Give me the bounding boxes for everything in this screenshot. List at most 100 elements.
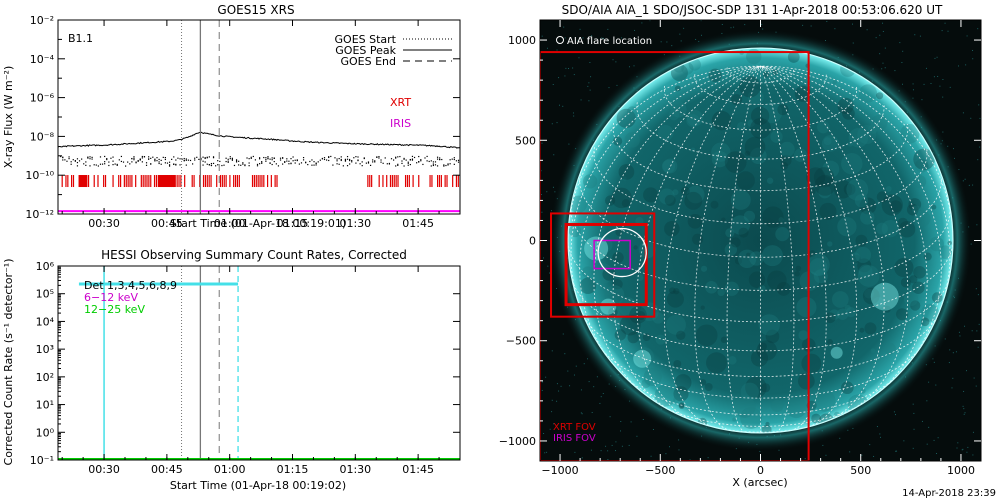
aia-flare-location-circle	[597, 227, 647, 278]
aia-background-speckle	[952, 352, 954, 354]
hessi-title: HESSI Observing Summary Count Rates, Cor…	[101, 248, 407, 262]
aia-disk-feature	[658, 188, 675, 205]
aia-background-speckle	[556, 383, 558, 385]
aia-disk-feature	[736, 171, 755, 190]
aia-background-speckle	[902, 50, 904, 52]
goes-short-flux-point	[81, 158, 83, 160]
goes-short-flux-point	[118, 159, 120, 161]
aia-disk-feature	[699, 379, 707, 386]
goes-short-flux-point	[407, 164, 409, 166]
goes-short-flux-point	[158, 158, 160, 161]
aia-background-speckle	[949, 86, 951, 88]
goes-short-flux-point	[212, 162, 215, 165]
goes-short-flux-point	[70, 161, 72, 163]
aia-background-speckle	[541, 142, 543, 144]
goes-short-flux-point	[185, 158, 187, 160]
aia-background-speckle	[942, 79, 944, 81]
aia-background-speckle	[562, 105, 564, 107]
aia-disk-feature	[744, 150, 751, 157]
goes-short-flux-point	[294, 159, 296, 161]
aia-disk-feature	[779, 141, 795, 157]
aia-background-speckle	[866, 29, 868, 31]
aia-background-speckle	[614, 450, 616, 452]
aia-disk-feature	[680, 186, 690, 196]
goes-short-flux-point	[206, 157, 208, 159]
goes-short-flux-point	[432, 161, 434, 163]
aia-background-speckle	[935, 384, 937, 386]
aia-background-speckle	[679, 33, 681, 35]
goes-short-flux-point	[441, 158, 443, 161]
aia-disk-feature	[862, 287, 880, 305]
aia-disk-feature	[761, 245, 783, 267]
aia-fov-legend: XRT FOV IRIS FOV	[553, 422, 596, 444]
aia-grid-parallel	[657, 402, 863, 427]
aia-background-speckle	[540, 170, 542, 172]
goes-short-flux-point	[390, 158, 393, 160]
goes-short-flux-point	[411, 159, 414, 161]
goes-short-flux-point	[286, 158, 288, 160]
goes-short-flux-point	[244, 164, 246, 167]
goes-short-flux-point	[424, 157, 426, 159]
goes-short-flux-point	[194, 157, 196, 159]
aia-background-speckle	[649, 20, 651, 22]
goes-y-tick-label: 10⁻¹⁰	[25, 169, 54, 182]
aia-background-speckle	[962, 112, 964, 114]
goes-short-flux-point	[104, 161, 106, 163]
aia-background-speckle	[972, 431, 974, 433]
aia-disk-feature	[673, 396, 681, 404]
aia-grid-meridian	[760, 65, 942, 366]
aia-background-speckle	[549, 272, 551, 274]
goes-short-flux-point	[64, 159, 66, 161]
goes-long-flux-line	[57, 131, 461, 149]
aia-disk-feature	[876, 92, 884, 100]
aia-background-speckle	[574, 451, 576, 453]
goes-short-flux-point	[120, 155, 123, 158]
aia-disk-feature	[796, 297, 817, 318]
goes-short-flux-point	[137, 160, 139, 162]
goes-short-flux-point	[449, 163, 451, 165]
goes-short-flux-point	[430, 160, 432, 162]
goes-short-flux-point	[192, 163, 194, 165]
goes-x-tick-label: 00:45	[151, 217, 183, 230]
goes-short-flux-point	[397, 156, 399, 158]
goes-short-flux-point	[386, 163, 388, 165]
aia-background-speckle	[912, 447, 914, 449]
aia-background-speckle	[976, 330, 978, 332]
goes-short-flux-point	[137, 159, 139, 162]
goes-short-flux-point	[453, 157, 455, 159]
aia-background-speckle	[964, 325, 966, 327]
goes-short-flux-point	[277, 165, 280, 167]
aia-disk-feature	[848, 141, 853, 147]
goes-short-flux-point	[346, 165, 349, 167]
aia-background-speckle	[963, 408, 965, 410]
aia-disk-feature	[844, 304, 851, 312]
goes-short-flux-point	[210, 162, 213, 165]
goes-short-flux-point	[298, 163, 300, 165]
aia-background-speckle	[628, 444, 630, 446]
aia-disk-feature	[655, 334, 666, 345]
goes-short-flux-point	[238, 160, 240, 162]
aia-x-axis-label: X (arcsec)	[732, 476, 787, 489]
aia-background-speckle	[930, 82, 932, 84]
aia-background-speckle	[605, 445, 607, 447]
legend-goes-end: GOES End	[340, 55, 396, 68]
aia-background-speckle	[556, 122, 558, 124]
aia-y-tick-label: 500	[515, 134, 536, 147]
aia-disk-feature	[761, 102, 783, 124]
aia-background-speckle	[884, 67, 886, 69]
aia-background-speckle	[609, 416, 611, 418]
goes-short-flux-point	[357, 156, 359, 158]
aia-disk-feature	[931, 292, 943, 303]
aia-disk-feature	[733, 395, 756, 418]
aia-grid-meridian	[760, 65, 928, 393]
aia-disk-feature	[850, 252, 860, 262]
aia-disk-feature	[704, 383, 713, 392]
goes-title: GOES15 XRS	[217, 3, 294, 17]
aia-bright-region	[584, 236, 609, 261]
hessi-y-tick-label: 10³	[36, 343, 54, 356]
aia-flare-legend: AIA flare location	[556, 36, 652, 47]
legend-hessi-6-12: 6−12 keV	[84, 291, 138, 304]
goes-x-tick-label: 01:30	[339, 217, 371, 230]
goes-short-flux-point	[413, 156, 416, 159]
